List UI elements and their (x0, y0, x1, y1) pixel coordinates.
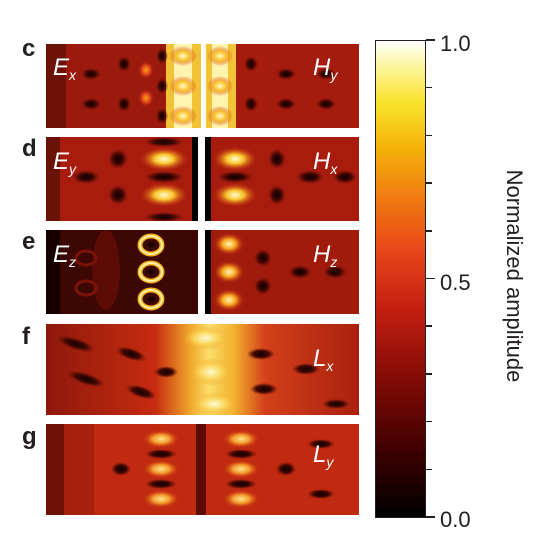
field-map-hx (205, 137, 359, 221)
field-map-ly (46, 424, 359, 515)
label-ey: Ey (53, 148, 77, 177)
label-ex: Ex (53, 54, 77, 83)
field-map-hy (206, 44, 359, 128)
colorbar-tick (426, 134, 432, 137)
colorbar (375, 40, 426, 518)
colorbar-tick (426, 373, 432, 375)
field-map-ex (46, 44, 201, 128)
colorbar-tick (426, 468, 432, 471)
colorbar-tick (426, 516, 435, 518)
label-lx: Lx (313, 345, 334, 374)
colorbar-tick (426, 230, 432, 232)
field-map-lx (46, 324, 359, 415)
label-hz: Hz (313, 241, 338, 270)
field-map-ey (46, 137, 198, 221)
colorbar-tick (426, 325, 432, 327)
label-hx: Hx (313, 148, 338, 177)
tick-label-0: 0.0 (440, 507, 471, 532)
label-ez: Ez (53, 241, 77, 270)
colorbar-tick (426, 420, 432, 423)
colorbar-tick (426, 86, 432, 89)
label-hy: Hy (313, 54, 338, 83)
tick-label-05: 0.5 (440, 270, 471, 295)
panel-letter-c: c (22, 35, 36, 62)
colorbar-tick (426, 39, 435, 41)
field-map-hz (205, 230, 359, 314)
tick-label-1: 1.0 (440, 31, 471, 56)
panel-letter-e: e (22, 228, 36, 255)
colorbar-title: Normalized amplitude (502, 169, 527, 383)
panel-letter-f: f (22, 323, 30, 350)
panel-letter-d: d (22, 135, 37, 162)
label-ly: Ly (313, 441, 334, 470)
colorbar-tick (426, 182, 432, 184)
panel-letter-g: g (22, 423, 37, 450)
colorbar-tick (426, 277, 435, 280)
field-map-ez (46, 230, 198, 314)
